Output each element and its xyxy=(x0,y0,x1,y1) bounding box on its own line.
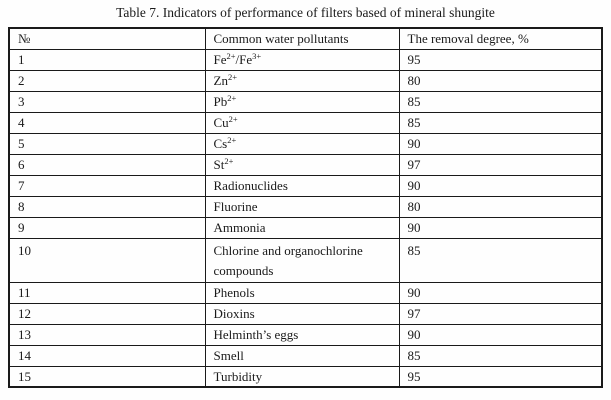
table-row: 9 Ammonia 90 xyxy=(8,216,603,239)
cell-removal: 90 xyxy=(398,216,603,239)
table-row: 2 Zn2+ 80 xyxy=(8,69,603,92)
cell-number: 15 xyxy=(8,365,206,388)
cell-number: 2 xyxy=(8,69,206,92)
table-row: 5 Cs2+ 90 xyxy=(8,132,603,155)
cell-pollutant: St2+ xyxy=(204,153,400,176)
cell-number: 14 xyxy=(8,344,206,367)
cell-pollutant: Phenols xyxy=(204,281,400,304)
cell-number: 10 xyxy=(8,237,206,283)
table-caption: Table 7. Indicators of performance of fi… xyxy=(116,5,495,20)
column-header-number: № xyxy=(8,27,206,50)
cell-pollutant: Zn2+ xyxy=(204,69,400,92)
table-row: 14 Smell 85 xyxy=(8,344,603,367)
cell-removal: 80 xyxy=(398,69,603,92)
cell-removal: 80 xyxy=(398,195,603,218)
cell-pollutant: Dioxins xyxy=(204,302,400,325)
cell-pollutant: Fluorine xyxy=(204,195,400,218)
cell-pollutant: Turbidity xyxy=(204,365,400,388)
cell-number: 5 xyxy=(8,132,206,155)
cell-removal: 90 xyxy=(398,323,603,346)
cell-number: 1 xyxy=(8,48,206,71)
table-row: 13 Helminth’s eggs 90 xyxy=(8,323,603,346)
column-header-pollutant: Common water pollutants xyxy=(204,27,400,50)
cell-removal: 95 xyxy=(398,365,603,388)
table-row: 1 Fe2+/Fe3+ 95 xyxy=(8,48,603,71)
cell-pollutant: Helminth’s eggs xyxy=(204,323,400,346)
cell-number: 12 xyxy=(8,302,206,325)
table-row: 12 Dioxins 97 xyxy=(8,302,603,325)
cell-removal: 85 xyxy=(398,344,603,367)
cell-pollutant: Smell xyxy=(204,344,400,367)
table-row: 3 Pb2+ 85 xyxy=(8,90,603,113)
header-row: № Common water pollutants The removal de… xyxy=(8,27,603,50)
table-row: 8 Fluorine 80 xyxy=(8,195,603,218)
table-row: 6 St2+ 97 xyxy=(8,153,603,176)
cell-pollutant: Cs2+ xyxy=(204,132,400,155)
cell-number: 6 xyxy=(8,153,206,176)
cell-pollutant: Ammonia xyxy=(204,216,400,239)
table-row: 4 Cu2+ 85 xyxy=(8,111,603,134)
table-row: 15 Turbidity 95 xyxy=(8,365,603,388)
cell-number: 3 xyxy=(8,90,206,113)
cell-removal: 97 xyxy=(398,302,603,325)
cell-removal: 85 xyxy=(398,90,603,113)
cell-removal: 95 xyxy=(398,48,603,71)
cell-removal: 85 xyxy=(398,237,603,283)
cell-removal: 85 xyxy=(398,111,603,134)
pollutants-table: № Common water pollutants The removal de… xyxy=(8,27,603,388)
cell-pollutant: Radionuclides xyxy=(204,174,400,197)
table-row: 11 Phenols 90 xyxy=(8,281,603,304)
cell-removal: 97 xyxy=(398,153,603,176)
cell-number: 11 xyxy=(8,281,206,304)
cell-number: 13 xyxy=(8,323,206,346)
cell-pollutant: Cu2+ xyxy=(204,111,400,134)
cell-removal: 90 xyxy=(398,174,603,197)
table-row: 7 Radionuclides 90 xyxy=(8,174,603,197)
cell-pollutant: Chlorine and organochlorine compounds xyxy=(204,237,400,283)
cell-number: 9 xyxy=(8,216,206,239)
cell-number: 4 xyxy=(8,111,206,134)
cell-removal: 90 xyxy=(398,132,603,155)
cell-pollutant: Pb2+ xyxy=(204,90,400,113)
cell-pollutant: Fe2+/Fe3+ xyxy=(204,48,400,71)
table-row: 10 Chlorine and organochlorine compounds… xyxy=(8,237,603,283)
column-header-removal-degree: The removal degree, % xyxy=(398,27,603,50)
cell-removal: 90 xyxy=(398,281,603,304)
cell-number: 8 xyxy=(8,195,206,218)
cell-number: 7 xyxy=(8,174,206,197)
